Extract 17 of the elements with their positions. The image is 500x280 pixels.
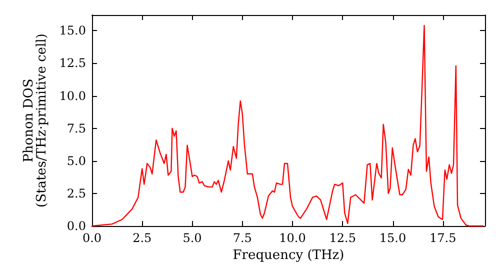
x-tick-label: 15.0 bbox=[379, 231, 406, 245]
y-tick-label: 10.0 bbox=[59, 88, 86, 103]
x-tick-label: 7.5 bbox=[232, 231, 252, 245]
y-tick-label: 5.0 bbox=[66, 154, 86, 168]
y-axis-title: Phonon DOS (States/THz·primitive cell) bbox=[21, 33, 50, 208]
y-tick-label: 15.0 bbox=[59, 24, 86, 38]
y-tick-label: 7.5 bbox=[66, 121, 86, 136]
x-tick-label: 12.5 bbox=[329, 231, 356, 245]
y-tick-label: 12.5 bbox=[59, 56, 86, 70]
x-tick-label: 2.5 bbox=[132, 231, 152, 245]
x-tick-label: 17.5 bbox=[430, 231, 456, 245]
x-tick-label: 5.0 bbox=[182, 231, 202, 245]
x-tick-label: 0.0 bbox=[82, 231, 102, 245]
x-axis-title: Frequency (THz) bbox=[232, 248, 344, 263]
y-tick-label: 0.0 bbox=[66, 219, 86, 233]
x-tick-label: 10.0 bbox=[279, 231, 306, 245]
y-tick-label: 2.5 bbox=[66, 186, 86, 200]
